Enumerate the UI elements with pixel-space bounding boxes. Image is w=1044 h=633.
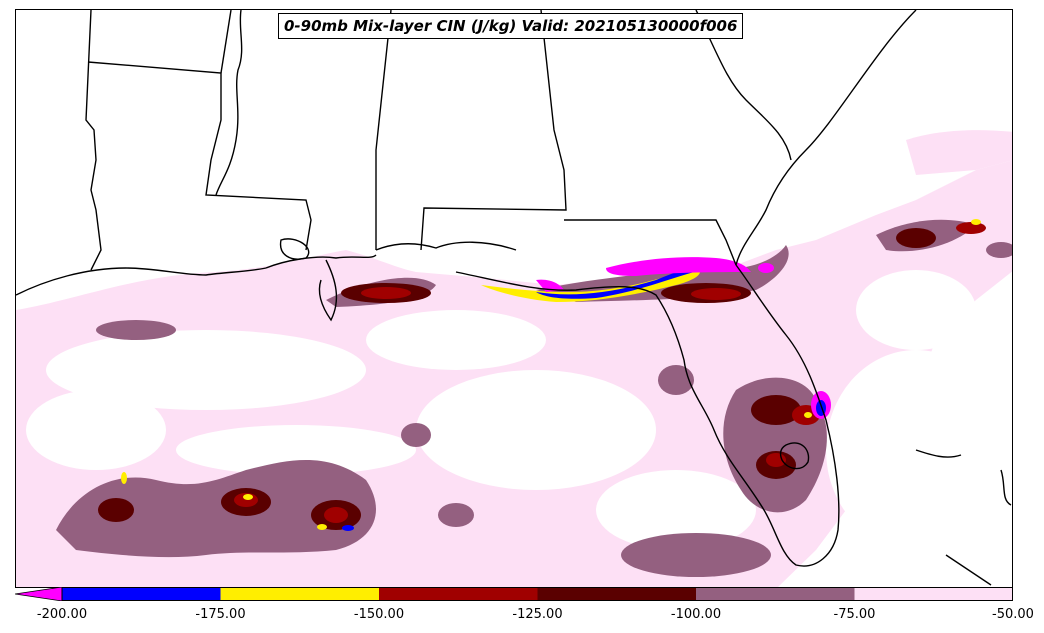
colorbar-outline <box>61 587 1013 601</box>
colorbar-tick-label: -175.00 <box>195 607 246 622</box>
colorbar <box>15 587 1013 601</box>
colorbar-tick-label: -125.00 <box>512 607 563 622</box>
map-panel <box>15 9 1013 588</box>
cin-field-map <box>16 10 1012 587</box>
cin-red-contours <box>234 222 986 523</box>
colorbar-extend-triangle <box>15 587 63 601</box>
state-boundaries <box>16 10 1012 586</box>
colorbar-segment <box>379 587 538 601</box>
colorbar-segment <box>696 587 855 601</box>
colorbar-segment <box>220 587 379 601</box>
colorbar-tick-label: -150.00 <box>353 607 405 622</box>
colorbar-segment <box>537 587 696 601</box>
colorbar-tick-label: -50.00 <box>992 607 1034 622</box>
colorbar-segment <box>854 587 1013 601</box>
map-title: 0-90mb Mix-layer CIN (J/kg) Valid: 20210… <box>278 13 744 39</box>
colorbar-tick-label: -75.00 <box>833 607 876 622</box>
colorbar-tick-label: -100.00 <box>670 607 722 622</box>
colorbar-segment <box>62 587 221 601</box>
colorbar-tick-label: -200.00 <box>36 607 88 622</box>
cin-coastal-band <box>121 219 981 531</box>
